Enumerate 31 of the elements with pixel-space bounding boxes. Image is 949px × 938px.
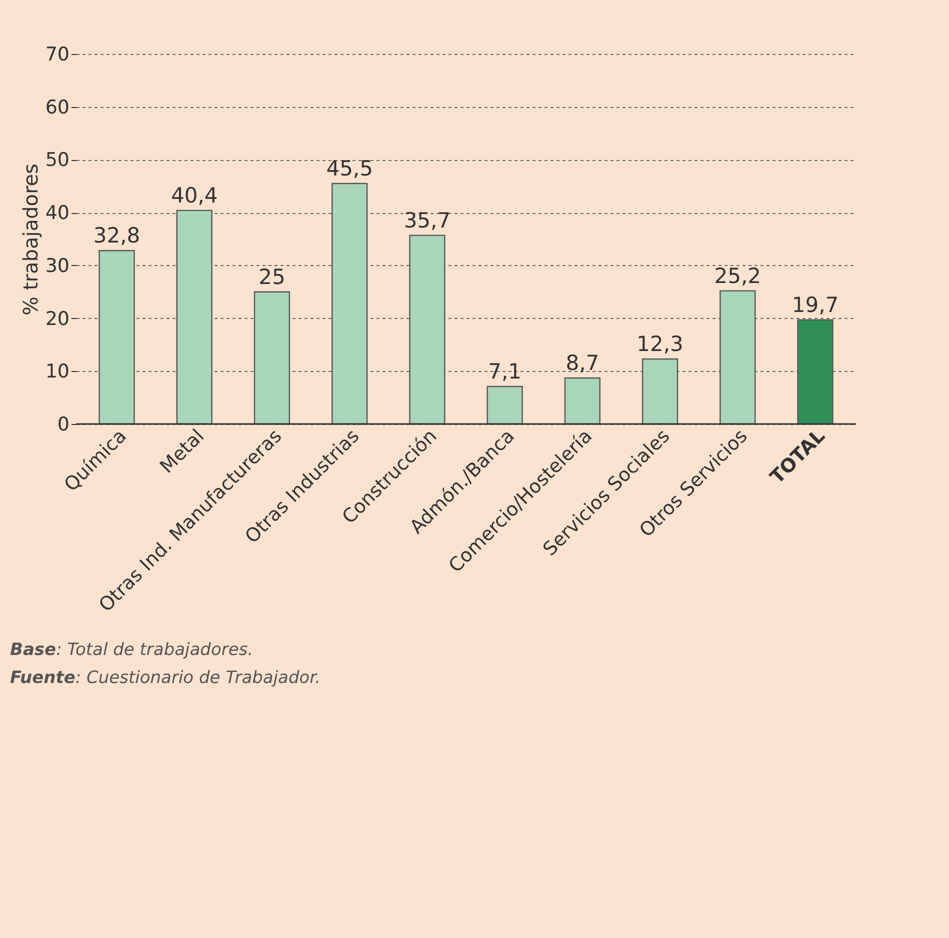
y-tick-label: 0 <box>57 414 70 436</box>
bar <box>486 386 523 425</box>
data-label: 45,5 <box>326 156 373 180</box>
bar <box>720 290 756 425</box>
data-label: 40,4 <box>170 183 218 208</box>
bar <box>254 291 290 425</box>
bar <box>332 182 368 425</box>
y-tick-label: 20 <box>45 308 70 330</box>
data-label: 25 <box>258 264 286 289</box>
data-label: 8,7 <box>566 351 600 376</box>
bar <box>98 250 135 425</box>
y-tick-label: 70 <box>45 44 70 66</box>
data-label: 25,2 <box>714 264 762 288</box>
bar <box>176 210 212 425</box>
y-tick-label: 50 <box>45 149 70 172</box>
source-note: Fuente: Cuestionario de Trabajador. <box>10 667 322 690</box>
bar <box>409 234 446 425</box>
y-axis-title: % trabajadores <box>18 164 42 316</box>
y-tick-label: 60 <box>45 96 70 118</box>
data-label: 12,3 <box>636 332 684 356</box>
data-label: 7,1 <box>488 359 522 384</box>
y-tick-label: 40 <box>45 202 70 224</box>
text: Base: Total de trabajadores. <box>10 639 254 662</box>
bar <box>642 358 678 425</box>
y-tick-label: 10 <box>45 360 70 383</box>
y-tick-label: 30 <box>45 254 70 277</box>
data-label: 32,8 <box>93 224 140 248</box>
data-label: 35,7 <box>404 208 451 232</box>
bar <box>797 319 834 425</box>
data-label: 19,7 <box>792 292 839 317</box>
bar <box>564 377 600 425</box>
